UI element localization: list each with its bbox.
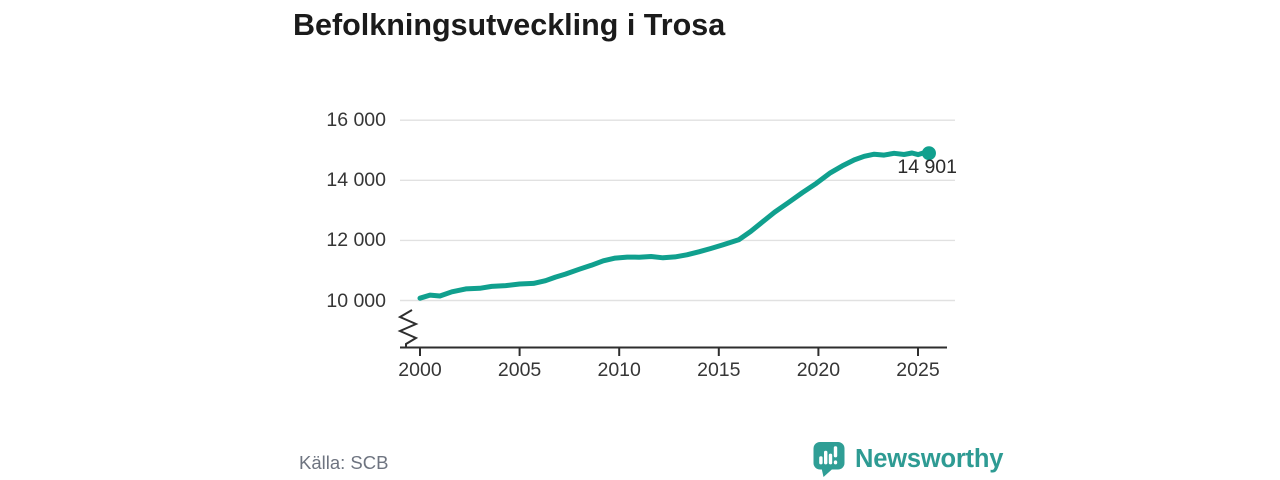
last-point-marker [921, 146, 936, 161]
y-tick-label: 12 000 [326, 229, 386, 252]
chart-title: Befolkningsutveckling i Trosa [293, 8, 726, 42]
x-tick-label: 2025 [896, 359, 940, 381]
newsworthy-wordmark: Newsworthy [855, 445, 1004, 473]
x-tick-label: 2000 [398, 359, 442, 381]
source-label: Källa: SCB [299, 452, 389, 473]
axis-break-icon [397, 309, 419, 347]
x-tick-label: 2015 [697, 359, 741, 381]
y-tick-label: 16 000 [326, 109, 386, 132]
newsworthy-logo: Newsworthy [812, 440, 1003, 478]
last-value-label: 14 901 [897, 156, 957, 178]
population-line [417, 150, 932, 301]
y-tick-label: 14 000 [326, 169, 386, 192]
newsworthy-logo-icon [813, 442, 845, 477]
x-tick-label: 2020 [796, 359, 841, 381]
y-tick-label: 10 000 [326, 289, 386, 312]
x-tick-label: 2005 [497, 359, 542, 381]
x-tick-label: 2010 [597, 359, 641, 381]
